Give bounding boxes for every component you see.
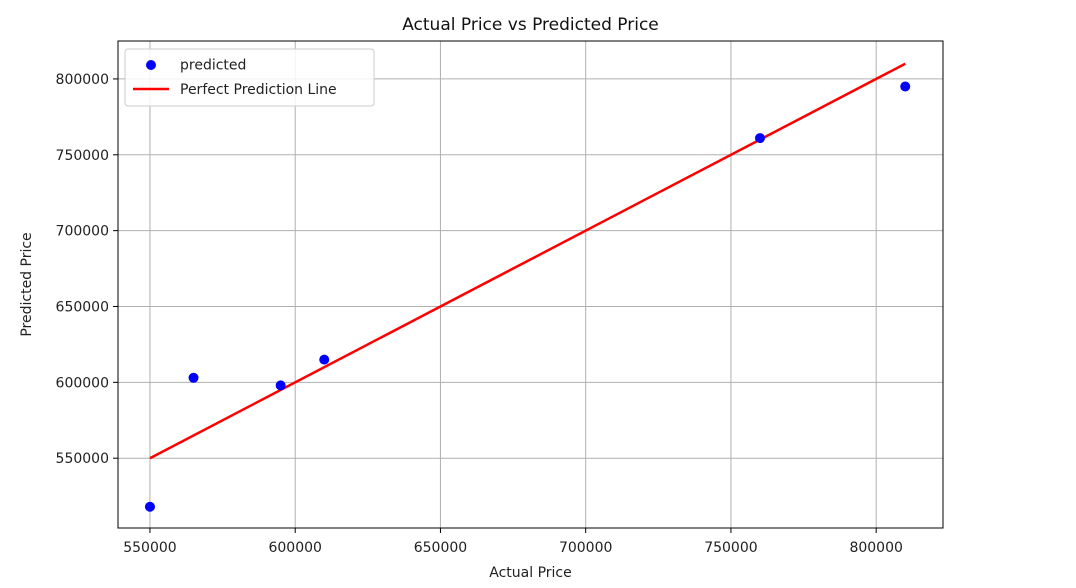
- y-tick-label: 600000: [56, 375, 109, 391]
- x-tick-label: 600000: [268, 540, 321, 556]
- x-tick-label: 800000: [849, 540, 902, 556]
- grid: [118, 41, 943, 528]
- y-tick-label: 650000: [56, 299, 109, 315]
- data-point: [900, 81, 911, 92]
- y-tick-label: 750000: [56, 148, 109, 164]
- axis-ticks: 550000 600000 650000 700000 750000 800000 5500…: [56, 72, 903, 556]
- x-tick-label: 750000: [704, 540, 757, 556]
- perfect-prediction-line: [149, 62, 906, 460]
- y-tick-label: 800000: [56, 72, 109, 88]
- data-point: [754, 133, 765, 144]
- plot-series: [144, 62, 911, 512]
- x-tick-label: 700000: [559, 540, 612, 556]
- chart-title: Actual Price vs Predicted Price: [402, 15, 659, 35]
- legend-label-perfect-line: Perfect Prediction Line: [180, 82, 337, 98]
- data-point: [319, 354, 330, 365]
- data-point: [188, 372, 199, 383]
- legend-box: [124, 48, 375, 107]
- x-axis-title: Actual Price: [489, 565, 571, 581]
- y-axis-title: Predicted Price: [19, 232, 35, 336]
- x-tick-label: 550000: [123, 540, 176, 556]
- legend-label-predicted: predicted: [180, 58, 246, 74]
- x-tick-label: 650000: [414, 540, 467, 556]
- y-tick-label: 550000: [56, 451, 109, 467]
- plot-frame: [117, 40, 944, 529]
- data-point: [275, 380, 286, 391]
- data-point: [144, 501, 155, 512]
- legend-scatter-marker: [146, 60, 156, 70]
- y-tick-label: 700000: [56, 224, 109, 240]
- legend: predicted Perfect Prediction Line: [124, 48, 375, 107]
